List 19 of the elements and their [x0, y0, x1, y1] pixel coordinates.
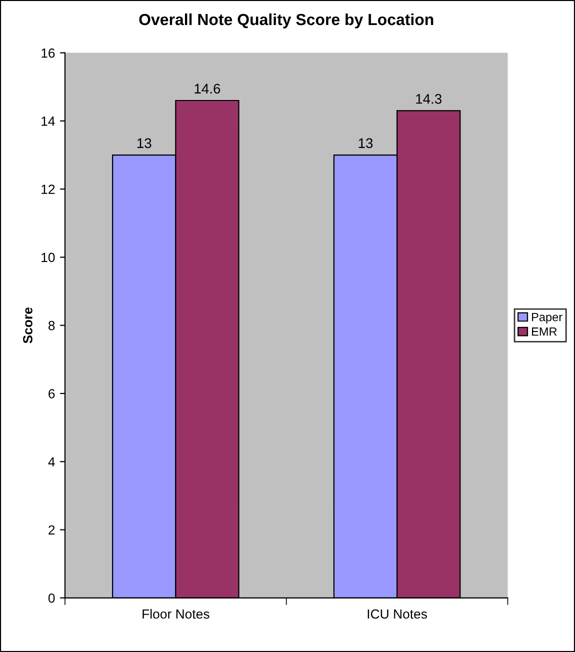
data-label: 14.3 [416, 94, 442, 104]
y-tick-label: 2 [48, 525, 55, 535]
y-tick-label: 16 [42, 48, 55, 58]
data-label: 13 [358, 138, 373, 148]
y-tick-label: 14 [42, 116, 55, 126]
chart-title: Overall Note Quality Score by Location [139, 13, 434, 28]
y-tick-label: 0 [48, 593, 55, 603]
legend-label: Paper [532, 313, 562, 324]
y-axis-title: Score [23, 307, 32, 344]
y-tick-label: 12 [42, 184, 55, 194]
legend-label: EMR [532, 328, 557, 336]
y-tick-label: 10 [42, 252, 55, 262]
data-label: 13 [137, 138, 152, 148]
x-tick-label: Floor Notes [142, 608, 210, 619]
data-label: 14.6 [194, 84, 220, 94]
x-tick-label: ICU Notes [368, 609, 427, 619]
y-tick-label: 8 [48, 320, 55, 330]
y-tick-label: 6 [48, 389, 55, 398]
y-tick-label: 4 [48, 457, 55, 466]
